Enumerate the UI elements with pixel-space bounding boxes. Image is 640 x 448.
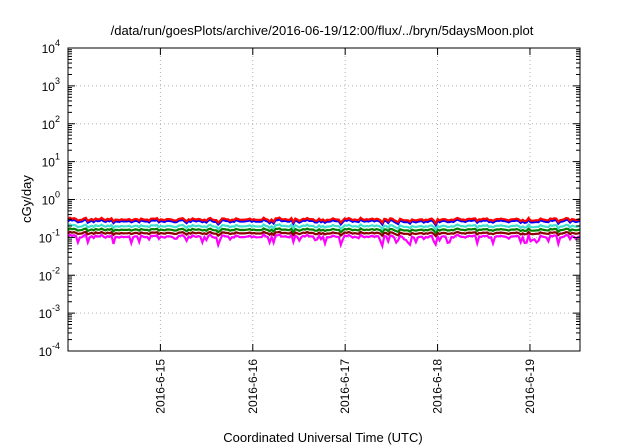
- y-tick-label: 10-4: [39, 341, 60, 359]
- chart-title: /data/run/goesPlots/archive/2016-06-19/1…: [111, 23, 534, 38]
- x-axis-label: Coordinated Universal Time (UTC): [223, 430, 422, 445]
- y-tick-label: 100: [42, 190, 60, 208]
- y-tick-label: 104: [42, 38, 60, 56]
- x-tick-label: 2016-6-15: [153, 359, 167, 414]
- x-tick-label: 2016-6-19: [523, 359, 537, 414]
- y-axis: 104 103 102 101 100 10-1 10-2 10-3 10-4: [39, 38, 580, 359]
- series-group: [67, 216, 581, 250]
- x-axis: 2016-6-15 2016-6-16 2016-6-17 2016-6-18 2016…: [153, 48, 537, 414]
- series-line-3: [67, 223, 581, 232]
- y-tick-label: 101: [42, 152, 60, 170]
- y-axis-label: cGy/day: [19, 175, 34, 223]
- series-line-1: [67, 230, 581, 238]
- y-tick-label: 103: [42, 76, 60, 94]
- y-tick-label: 10-1: [39, 227, 60, 245]
- x-tick-label: 2016-6-18: [431, 359, 445, 414]
- x-tick-label: 2016-6-17: [338, 359, 352, 414]
- y-tick-label: 10-3: [39, 303, 60, 321]
- y-tick-label: 10-2: [39, 265, 60, 283]
- grid: [68, 48, 580, 351]
- x-tick-label: 2016-6-16: [246, 359, 260, 414]
- y-tick-label: 102: [42, 114, 60, 132]
- series-line-0: [67, 231, 581, 250]
- series-line-2: [67, 227, 581, 235]
- series-line-4: [67, 217, 581, 228]
- series-line-5: [67, 216, 581, 226]
